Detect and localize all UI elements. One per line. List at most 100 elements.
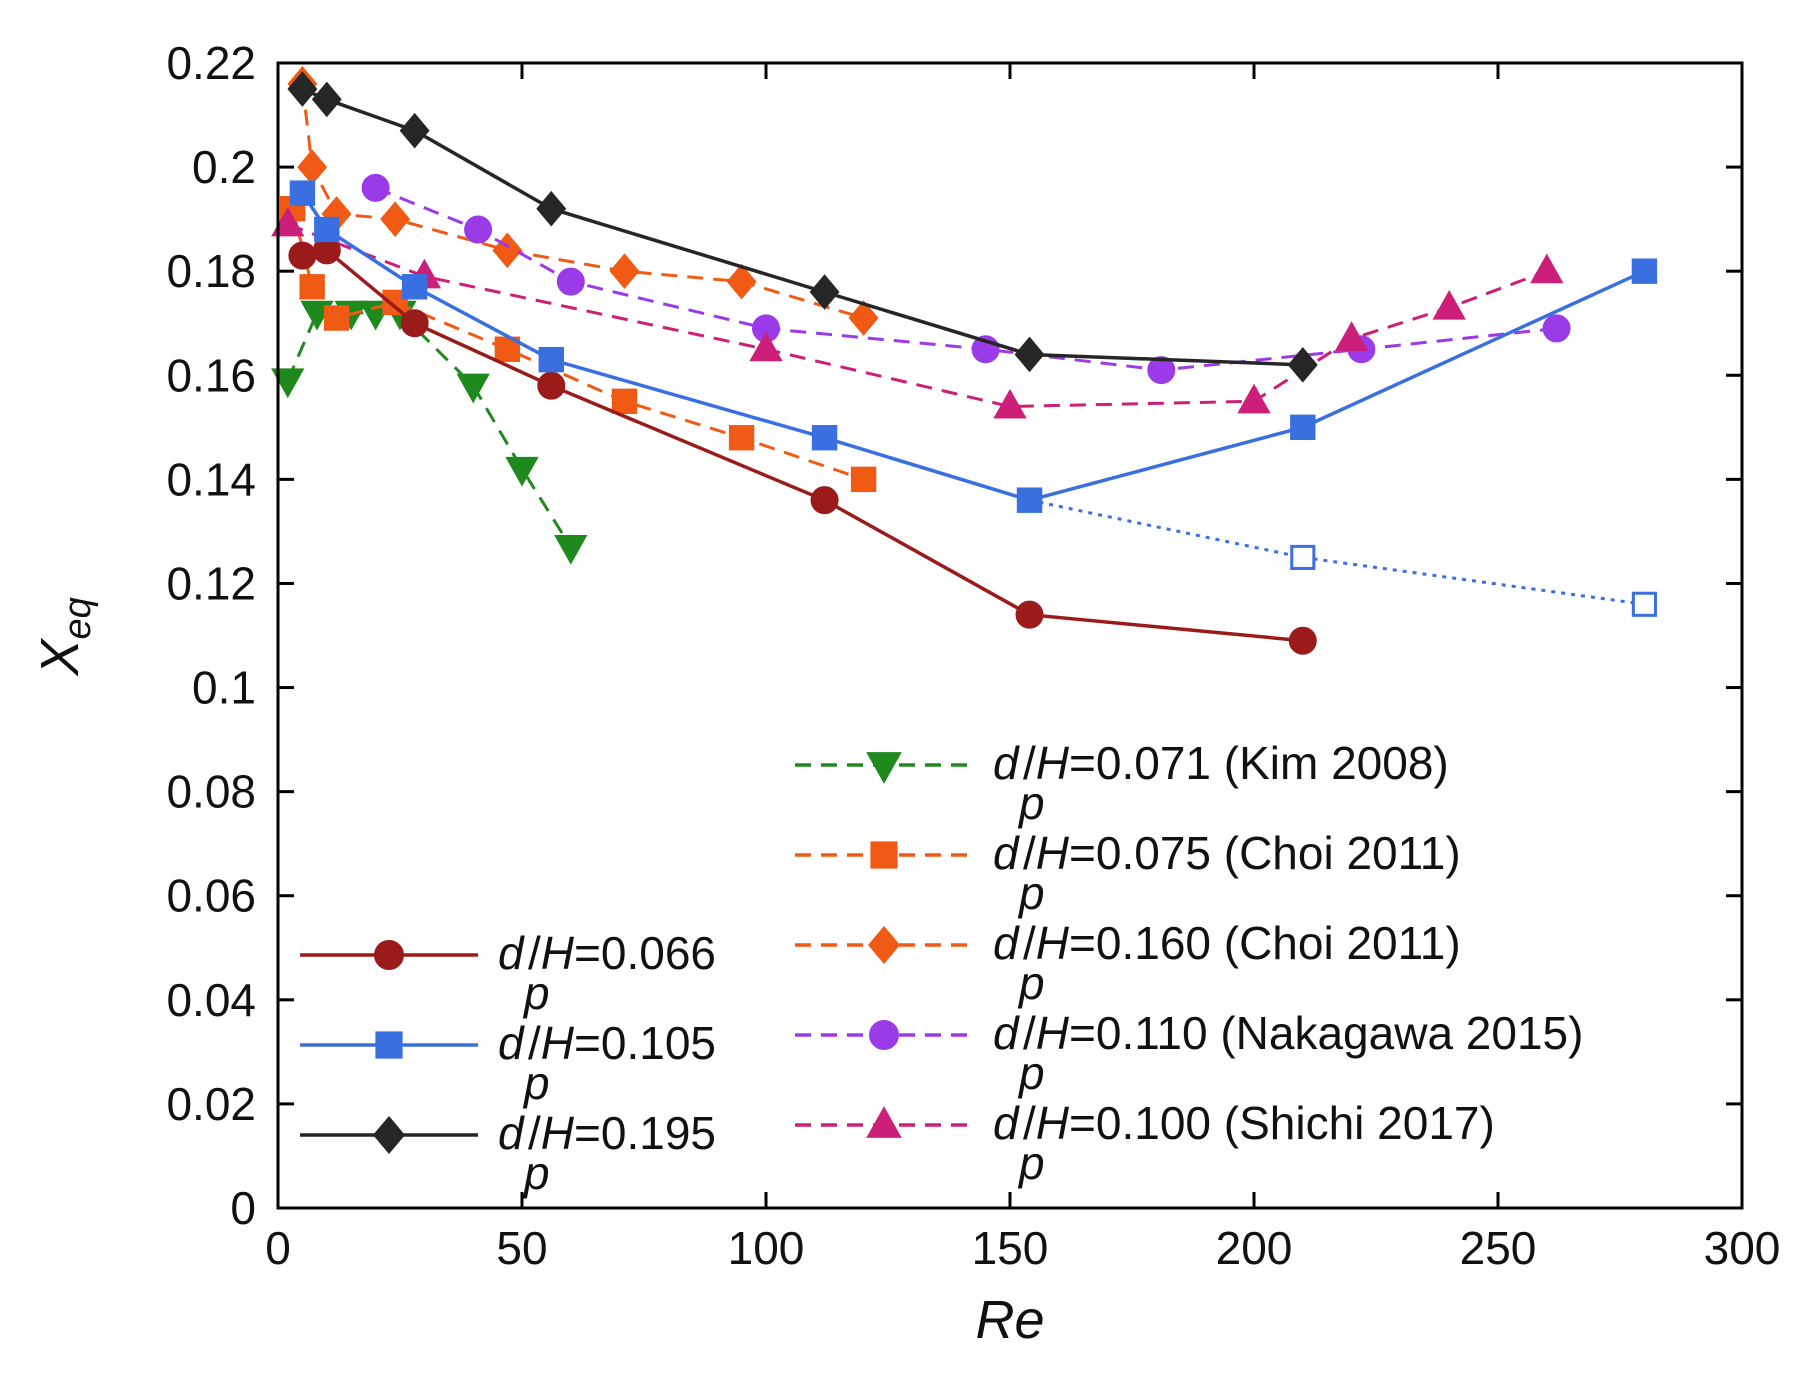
data-point-choi075 [728, 425, 755, 451]
y-tick-label: 0.22 [166, 37, 256, 89]
data-point-shichi [271, 206, 305, 237]
data-point-naka [1542, 314, 1571, 343]
legend-label-rest: /H=0.071 (Kim 2008) [1023, 737, 1449, 789]
data-point-naka [1147, 356, 1176, 385]
legend-label-d: d [498, 927, 525, 979]
data-point-s195 [809, 274, 840, 310]
legend-h: H [541, 1107, 575, 1159]
x-tick-label: 150 [972, 1222, 1049, 1274]
data-point-s105 [1290, 414, 1316, 441]
legend-slash: / [1023, 917, 1036, 969]
legend-label-d: d [993, 737, 1020, 789]
legend-label-sub: p [522, 1147, 550, 1199]
legend-label-d: d [993, 1007, 1020, 1059]
x-tick-label: 0 [265, 1222, 291, 1274]
legend-label-d: d [993, 917, 1020, 969]
data-point-choi160 [297, 149, 328, 185]
data-point-s105 [538, 346, 564, 373]
x-axis-title: Re [975, 1290, 1044, 1350]
series-line-naka [375, 186, 1557, 372]
series-choi160 [287, 66, 879, 336]
data-point-s066 [810, 486, 839, 515]
data-point-s066 [1288, 626, 1317, 655]
legend-value: =0.195 [574, 1107, 716, 1159]
legend-label-rest: /H=0.110 (Nakagawa 2015) [1023, 1007, 1583, 1059]
data-point-s105b [1631, 591, 1657, 617]
plot-frame [276, 61, 1744, 1210]
data-point-s195 [287, 71, 318, 107]
y-tick-label: 0.08 [166, 766, 256, 818]
data-point-s195 [1287, 347, 1318, 383]
legend-marker-s105 [375, 1031, 403, 1059]
legend-slash: / [528, 1017, 541, 1069]
legend-value: =0.100 (Shichi 2017) [1069, 1097, 1495, 1149]
legend-value: =0.066 [574, 927, 716, 979]
legend-marker-shichi [866, 1106, 902, 1138]
legend-slash: / [528, 927, 541, 979]
legend-label-sub: p [1017, 957, 1045, 1009]
data-point-s066 [1015, 600, 1044, 629]
data-point-s195 [536, 190, 567, 227]
data-point-s066 [400, 309, 429, 338]
legend-label-rest: /H=0.075 (Choi 2011) [1023, 827, 1461, 879]
legend-value: =0.071 (Kim 2008) [1069, 737, 1449, 789]
x-tick-label: 200 [1216, 1222, 1293, 1274]
series-s066 [288, 236, 1317, 655]
y-tick-label: 0.02 [166, 1078, 256, 1130]
legend-h: H [541, 1017, 575, 1069]
legend-marker-choi160 [867, 925, 901, 965]
legend-item-kim: dp/H=0.071 (Kim 2008) [795, 737, 1449, 829]
legend-h: H [1036, 737, 1070, 789]
legend-h: H [541, 927, 575, 979]
data-point-s105 [1016, 487, 1043, 513]
legend-item-choi075: dp/H=0.075 (Choi 2011) [795, 827, 1461, 919]
data-point-shichi [1530, 253, 1564, 284]
x-tick-label: 100 [728, 1222, 805, 1274]
y-tick-label: 0.12 [166, 557, 256, 609]
legend-value: =0.075 (Choi 2011) [1069, 827, 1461, 879]
data-point-naka [361, 173, 390, 202]
series-s195 [287, 71, 1318, 383]
data-point-choi075 [299, 274, 325, 300]
legend-label-rest: /H=0.195 [528, 1107, 716, 1159]
legend-label-d: d [498, 1017, 525, 1069]
series-line-shichi [287, 222, 1548, 409]
legend-label-sub: p [522, 1057, 550, 1109]
data-point-shichi [1334, 321, 1369, 351]
data-point-s066 [288, 241, 317, 270]
series-s105b [1016, 487, 1657, 617]
data-point-choi160 [380, 201, 411, 237]
data-point-s105 [1631, 258, 1658, 284]
legend-label-rest: /H=0.100 (Shichi 2017) [1023, 1097, 1495, 1149]
data-point-naka [556, 267, 585, 296]
legend-marker-s066 [374, 940, 404, 970]
data-point-s105 [314, 216, 340, 243]
x-tick-label: 300 [1704, 1222, 1781, 1274]
y-axis-title-sub: eq [57, 597, 99, 639]
data-point-s195 [399, 112, 430, 149]
legend-item-shichi: dp/H=0.100 (Shichi 2017) [795, 1097, 1495, 1189]
legend-item-choi160: dp/H=0.160 (Choi 2011) [795, 917, 1461, 1009]
series-line-choi075 [291, 208, 865, 481]
data-point-shichi [749, 331, 783, 362]
x-tick-label: 250 [1460, 1222, 1537, 1274]
series-line-s105b [1029, 498, 1645, 606]
data-point-s105b [1290, 544, 1316, 570]
data-point-kim [456, 373, 490, 404]
data-point-choi075 [611, 388, 638, 414]
y-tick-label: 0.2 [192, 141, 256, 193]
legend-label-sub: p [1017, 1047, 1045, 1099]
legend: dp/H=0.066dp/H=0.105dp/H=0.195dp/H=0.071… [300, 737, 1583, 1199]
legend-h: H [1036, 1097, 1070, 1149]
legend-label-rest: /H=0.105 [528, 1017, 716, 1069]
ticks: 0 50 100 150 200 250 300 0 0.02 0.04 0.06 0.08 0.1 0.… [166, 37, 1780, 1274]
legend-label-sub: p [1017, 867, 1045, 919]
legend-slash: / [1023, 1097, 1036, 1149]
data-point-kim [554, 534, 588, 565]
data-point-s195 [1014, 336, 1045, 373]
y-axis-title: Xeq [30, 597, 99, 677]
y-tick-label: 0.04 [166, 974, 256, 1026]
series-line-s105 [300, 192, 1646, 503]
series-choi075 [279, 196, 877, 493]
